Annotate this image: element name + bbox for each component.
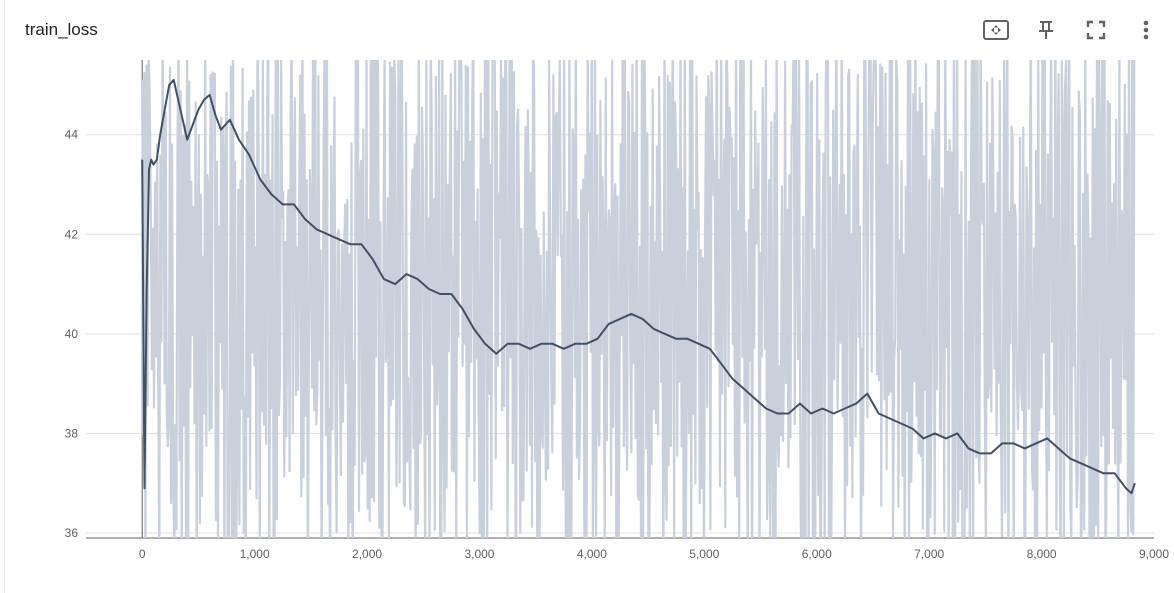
x-tick-label: 2,000: [352, 547, 382, 561]
raw-loss-line: [141, 60, 1136, 538]
x-tick-label: 8,000: [1027, 547, 1057, 561]
y-tick-label: 42: [65, 227, 79, 241]
pin-icon: [1039, 21, 1053, 39]
chart-toolbar: [971, 12, 1171, 48]
plot-area: [141, 60, 1136, 538]
y-tick-label: 38: [65, 426, 79, 440]
x-tick-label: 9,000: [1139, 547, 1169, 561]
x-tick-label: 3,000: [464, 547, 494, 561]
x-tick-label: 4,000: [577, 547, 607, 561]
y-tick-label: 40: [65, 327, 79, 341]
chart-title: train_loss: [25, 20, 98, 39]
more-vert-icon: [1143, 20, 1149, 40]
fullscreen-button[interactable]: [1071, 12, 1121, 48]
x-tick-label: 5,000: [689, 547, 719, 561]
tick-labels: 36 38 40 42 44 0 1,000 2,000 3,000 4,000 5,000 6,00…: [65, 128, 1170, 561]
x-tick-label: 7,000: [914, 547, 944, 561]
fit-domain-icon: [983, 20, 1009, 40]
x-tick-label: 0: [139, 547, 146, 561]
fullscreen-icon: [1086, 20, 1106, 40]
smoothed-loss-line: [141, 78, 1136, 495]
y-tick-label: 36: [65, 526, 79, 540]
y-tick-label: 44: [65, 128, 79, 142]
fit-domain-button[interactable]: [971, 12, 1021, 48]
pin-button[interactable]: [1021, 12, 1071, 48]
x-tick-label: 6,000: [802, 547, 832, 561]
x-tick-label: 1,000: [240, 547, 270, 561]
more-options-button[interactable]: [1121, 12, 1171, 48]
